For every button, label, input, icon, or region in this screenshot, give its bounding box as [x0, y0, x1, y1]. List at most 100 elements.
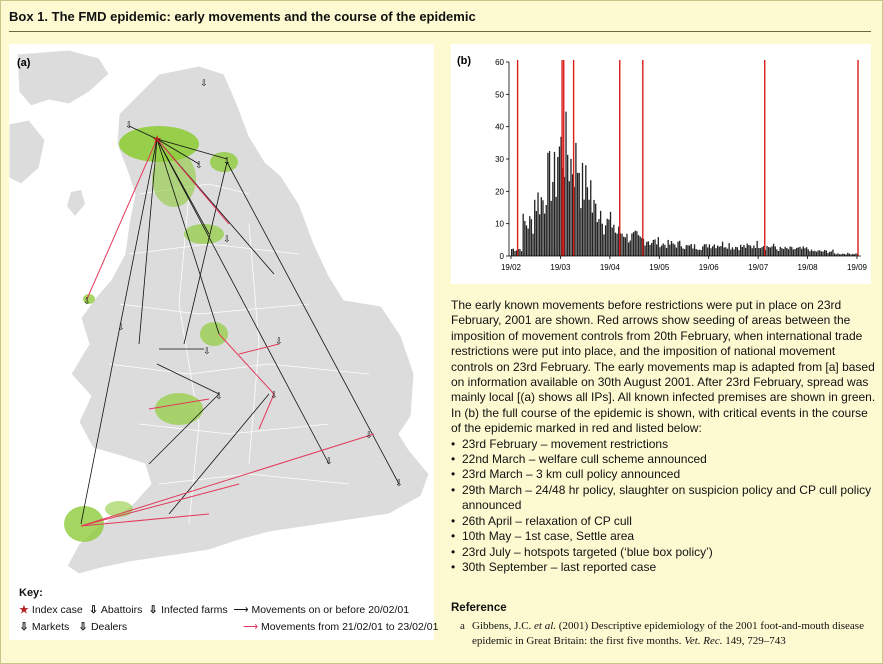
- bar: [532, 233, 534, 256]
- bar: [712, 246, 714, 256]
- bar: [782, 248, 785, 256]
- y-axis: 0 10 20 30 40 50 60: [495, 58, 510, 261]
- bar: [703, 244, 706, 256]
- bar: [779, 246, 781, 256]
- abattoir-icon: ⇩: [89, 604, 98, 616]
- bar: [667, 239, 669, 256]
- bar: [677, 241, 679, 256]
- bar: [822, 251, 824, 256]
- bar: [557, 156, 559, 256]
- bar: [791, 246, 793, 256]
- bar: [833, 253, 836, 256]
- bar: [669, 244, 671, 256]
- bar: [837, 253, 839, 256]
- bar: [519, 248, 521, 256]
- bar: [599, 210, 602, 256]
- bar: [616, 233, 618, 256]
- bar: [639, 236, 641, 256]
- bar: [761, 247, 763, 256]
- bar: [537, 192, 539, 256]
- bar: [520, 251, 523, 256]
- bar: [804, 248, 806, 256]
- svg-text:⇩: ⇩: [117, 323, 125, 333]
- bar: [565, 111, 567, 256]
- y-tick-label: 30: [495, 155, 504, 164]
- key-row-2: ⇩ Markets ⇩ Dealers ⟶ Movements from 21/…: [19, 621, 439, 633]
- bar: [550, 200, 552, 256]
- market-icon: ⇩: [19, 621, 29, 633]
- bar: [664, 244, 666, 256]
- bar: [515, 250, 518, 256]
- bar: [570, 158, 572, 256]
- bar: [728, 243, 730, 256]
- bar: [575, 142, 577, 256]
- bar: [680, 246, 683, 256]
- bar: [512, 248, 514, 256]
- event-list: 23rd February – movement restrictions22n…: [451, 437, 876, 576]
- index-case-icon: ★: [19, 604, 29, 616]
- panel-b-label: (b): [457, 55, 471, 67]
- bar: [738, 250, 740, 256]
- bar: [543, 213, 546, 256]
- svg-text:⇩: ⇩: [365, 431, 373, 441]
- bar: [809, 251, 811, 256]
- key-markets: Markets: [31, 621, 70, 633]
- bar: [825, 250, 828, 256]
- county-boundaries: [108, 183, 370, 525]
- bar: [756, 240, 758, 256]
- bar: [580, 208, 582, 256]
- bar: [598, 218, 600, 256]
- bar: [553, 151, 556, 256]
- bar: [736, 247, 739, 256]
- bar: [819, 250, 821, 256]
- x-tick-label: 19/08: [798, 263, 819, 272]
- svg-text:⇩: ⇩: [215, 392, 223, 402]
- bar: [695, 248, 697, 256]
- key-index-case: Index case: [31, 604, 83, 616]
- bar: [843, 253, 846, 256]
- bar: [842, 253, 844, 256]
- bar: [777, 250, 780, 256]
- bar: [690, 243, 692, 256]
- bar: [776, 249, 778, 256]
- x-tick-label: 19/02: [501, 263, 522, 272]
- bar: [646, 241, 648, 256]
- bar: [627, 242, 630, 256]
- bar: [651, 243, 653, 256]
- key-abattoirs: Abattoirs: [100, 604, 143, 616]
- bar: [535, 211, 538, 256]
- y-tick-label: 40: [495, 123, 504, 132]
- bar: [672, 243, 674, 256]
- bar: [840, 254, 842, 256]
- bar: [832, 249, 834, 256]
- bar: [705, 244, 707, 256]
- bar: [740, 244, 742, 256]
- bar: [606, 218, 608, 256]
- bar: [749, 245, 752, 256]
- panel-a-label: (a): [17, 57, 31, 69]
- bar: [710, 248, 712, 256]
- bar: [590, 180, 592, 256]
- event-item: 29th March – 24/48 hr policy, slaughter …: [451, 483, 876, 514]
- bar: [721, 241, 724, 256]
- bar: [567, 154, 569, 256]
- bar: [560, 136, 562, 256]
- event-item: 22nd March – welfare cull scheme announc…: [451, 452, 876, 468]
- key-movements-before: Movements on or before 20/02/01: [251, 604, 410, 616]
- bar: [649, 244, 651, 256]
- bar: [585, 165, 587, 256]
- bar: [613, 224, 615, 256]
- bar: [687, 245, 689, 256]
- bar: [679, 240, 681, 256]
- bar: [774, 246, 776, 256]
- reference: a Gibbens, J.C. et al. (2001) Descriptiv…: [460, 619, 877, 649]
- bar: [855, 253, 857, 256]
- bar: [838, 254, 841, 256]
- bar: [748, 245, 750, 256]
- bar: [576, 172, 579, 256]
- bar: [746, 243, 748, 256]
- bar: [781, 248, 783, 256]
- bar: [828, 251, 831, 256]
- bar: [644, 245, 646, 256]
- bar: [670, 240, 673, 256]
